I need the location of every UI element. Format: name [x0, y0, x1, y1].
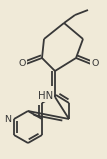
Text: O: O [18, 59, 26, 69]
Text: N: N [4, 114, 11, 124]
Text: HN: HN [38, 91, 53, 101]
Text: O: O [91, 59, 99, 69]
